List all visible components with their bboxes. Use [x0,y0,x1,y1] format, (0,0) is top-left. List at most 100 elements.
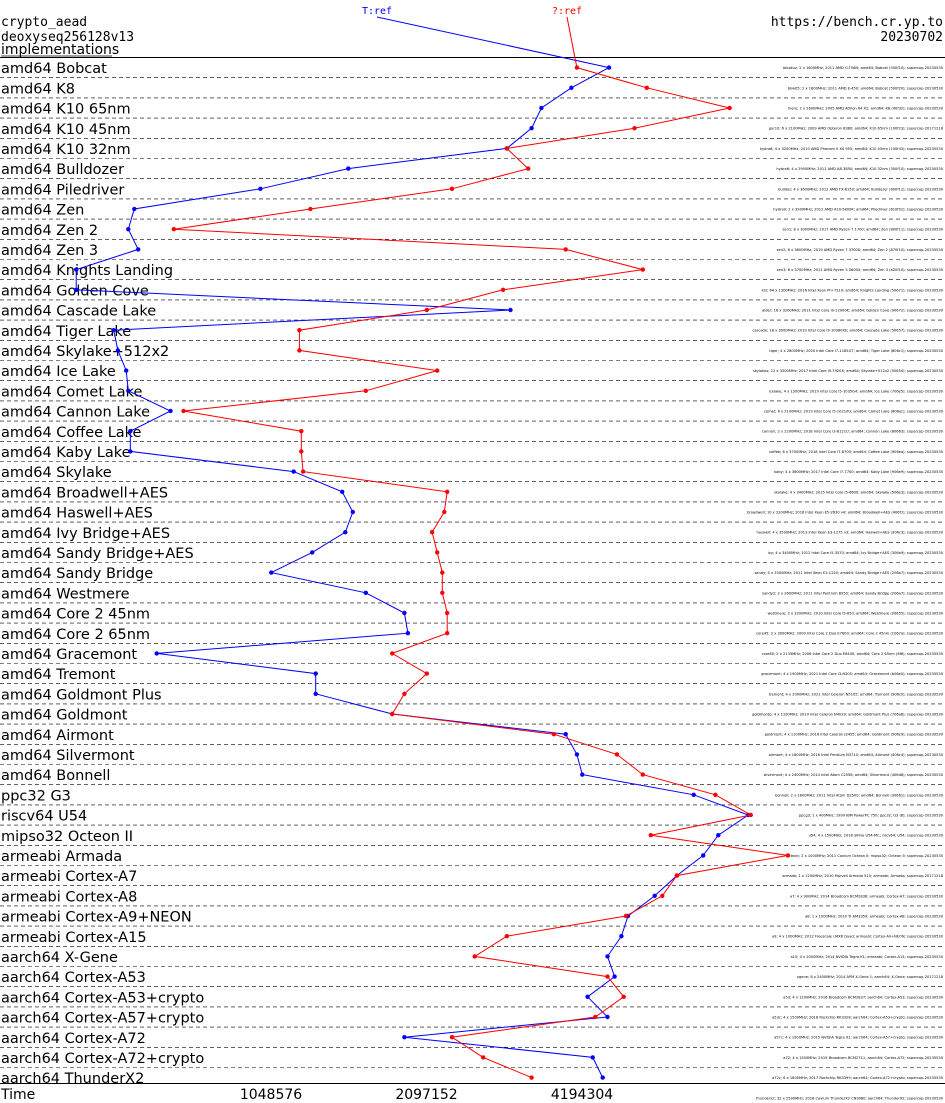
category-label: amd64 Sandy Bridge [1,566,153,582]
machine-note: hydra9; 2 x 3900MHz; 2012 AMD A10-5800K;… [773,208,943,212]
data-point [574,65,580,70]
machine-note: alder; 16 x 3200MHz; 2021 Intel Core i9-… [762,309,944,313]
x-axis-ticks: 1048576 2097152 4194304 [240,1087,613,1103]
data-point [299,429,304,434]
category-label: amd64 Tiger Lake [1,324,131,340]
site-url[interactable]: https://bench.cr.yp.to [771,15,943,30]
data-point [529,1075,534,1080]
data-point [605,1014,610,1020]
category-label: amd64 K10 65nm [1,102,131,118]
data-point [363,590,368,595]
category-label: amd64 Skylake [1,465,112,481]
machine-note: armada; 1 x 1200MHz; 2010 Marvell Armada… [782,874,943,878]
run-date: 20230702 [880,30,943,45]
machine-note: a7; 4 x 900MHz; 2014 Broadcom BCM2836; a… [790,894,944,898]
machine-note: sandy2; 2 x 2600MHz; 2011 Intel Pentium … [762,591,944,595]
data-point [504,934,509,939]
data-point [445,631,450,636]
machine-note: goldmont; 4 x 1100MHz; 2016 Intel Celero… [765,733,944,737]
machine-note: airmont; 4 x 1600MHz; 2016 Intel Pentium… [769,753,944,757]
data-point [111,328,116,333]
data-point [310,550,315,555]
machine-note: bibakuz; 2 x 1600MHz; 2011 AMD G-T56N; a… [783,66,944,70]
data-point [313,671,318,676]
machine-note: skylake; 4 x 3400MHz; 2015 Intel Core i5… [774,490,944,494]
machine-note: hiero; 2 x 2600MHz; 2005 AMD Athlon 64 X… [788,107,944,111]
x-tick-label: 2097152 [395,1087,457,1103]
machine-note: core45; 2 x 3000MHz; 2009 Intel Core 2 D… [756,632,944,636]
data-point [563,247,568,252]
machine-note: zen1; 8 x 3000MHz; 2017 AMD Ryzen 7 1700… [783,228,944,232]
category-label: aarch64 Cortex-A72 [1,1031,146,1047]
data-point [124,368,129,373]
machine-note: zen3; 6 x 3700MHz; 2021 AMD Ryzen 5 5600… [777,268,944,272]
data-point [313,691,318,696]
machine-note: gracemont; 4 x 1900MHz; 2021 Intel Core … [761,672,943,676]
category-label: amd64 Core 2 65nm [1,627,150,643]
machine-note: silvermont; 4 x 2400MHz; 2014 Intel Atom… [764,773,944,777]
category-label: amd64 Silvermont [1,748,135,764]
category-label: amd64 Goldmont Plus [1,687,162,703]
machine-note: hydra6; 4 x 2900MHz; 2011 AMD A8-3850; a… [776,167,943,171]
data-point [74,267,79,272]
data-point [168,408,173,414]
category-label: mipso32 Octeon II [1,829,133,845]
series-lines: T:ref ?:ref [74,6,791,1080]
data-point [126,388,131,393]
category-rows: amd64 Bobcat amd64 K8 amd64 K10 65nm amd64 … [0,61,945,1087]
category-label: amd64 K10 45nm [1,122,131,138]
data-point [648,833,653,838]
category-label: amd64 Cannon Lake [1,405,150,421]
category-label: amd64 Sandy Bridge+AES [1,546,194,562]
data-point [585,994,590,999]
machine-note: coffee; 6 x 3700MHz; 2018 Intel Core i7-… [769,450,944,454]
data-point [390,711,395,717]
machine-note: comet; 6 x 2100MHz; 2019 Intel Core i5-1… [764,410,944,414]
category-label: aarch64 ThunderX2 [1,1071,144,1087]
data-point [529,126,534,131]
data-point [402,610,407,616]
data-point [115,348,121,353]
machine-note: zen2; 8 x 3600MHz; 2019 AMD Ryzen 7 3700… [777,248,944,252]
category-label: armeabi Cortex-A7 [1,869,137,885]
category-label: aarch64 Cortex-A72+crypto [1,1051,204,1067]
data-point [691,792,696,797]
data-point [605,974,610,979]
category-label: amd64 Ivy Bridge+AES [1,526,170,542]
category-label: armeabi Cortex-A8 [1,889,137,905]
machine-note: icelake; 4 x 1300MHz; 2019 Intel Core i5… [769,389,944,393]
data-point [614,752,620,757]
data-point [128,449,133,454]
data-point [619,934,624,939]
series-title-leader [376,16,610,69]
machine-note: haswell; 4 x 3500MHz; 2013 Intel Xeon E3… [756,531,943,535]
data-point [128,429,133,434]
machine-note: gur10; 6 x 2100MHz; 2009 AMD Opteron 838… [769,127,944,131]
category-label: amd64 Bobcat [1,61,107,77]
machine-note: a53; 4 x 1200MHz; 2016 Broadcom BCM2837;… [783,995,943,999]
category-label: amd64 Coffee Lake [1,425,142,441]
category-label: amd64 Zen 2 [1,223,98,239]
data-point [551,732,557,737]
data-point [652,893,657,898]
data-point [405,631,411,636]
machine-note: tiger; 4 x 2800MHz; 2020 Intel Core i7-1… [769,349,943,353]
category-label: armeabi Armada [1,849,122,865]
data-point [440,590,445,595]
category-label: amd64 Zen 3 [1,243,98,259]
category-label: aarch64 X-Gene [1,950,118,966]
data-point [402,691,407,696]
machine-note: u54; 4 x 1500MHz; 2018 SiFive U54-MC; ri… [809,834,944,838]
data-point [74,287,79,292]
machine-note: broadwell; 10 x 2200MHz; 2016 Intel Xeon… [747,511,944,515]
machine-note: a15; 4 x 2000MHz; 2014 NVIDIA Tegra K1; … [790,955,943,959]
machine-note: cannon; 2 x 2200MHz; 2018 Intel Core i3-… [762,430,944,434]
data-point [136,247,141,252]
data-point [363,388,368,393]
data-point [590,1055,595,1060]
category-label: amd64 Knights Landing [1,263,173,279]
machine-notes: bibakuz; 2 x 1600MHz; 2011 AMD G-T56N; a… [747,66,944,1100]
data-point [580,772,585,777]
data-point [563,732,568,737]
